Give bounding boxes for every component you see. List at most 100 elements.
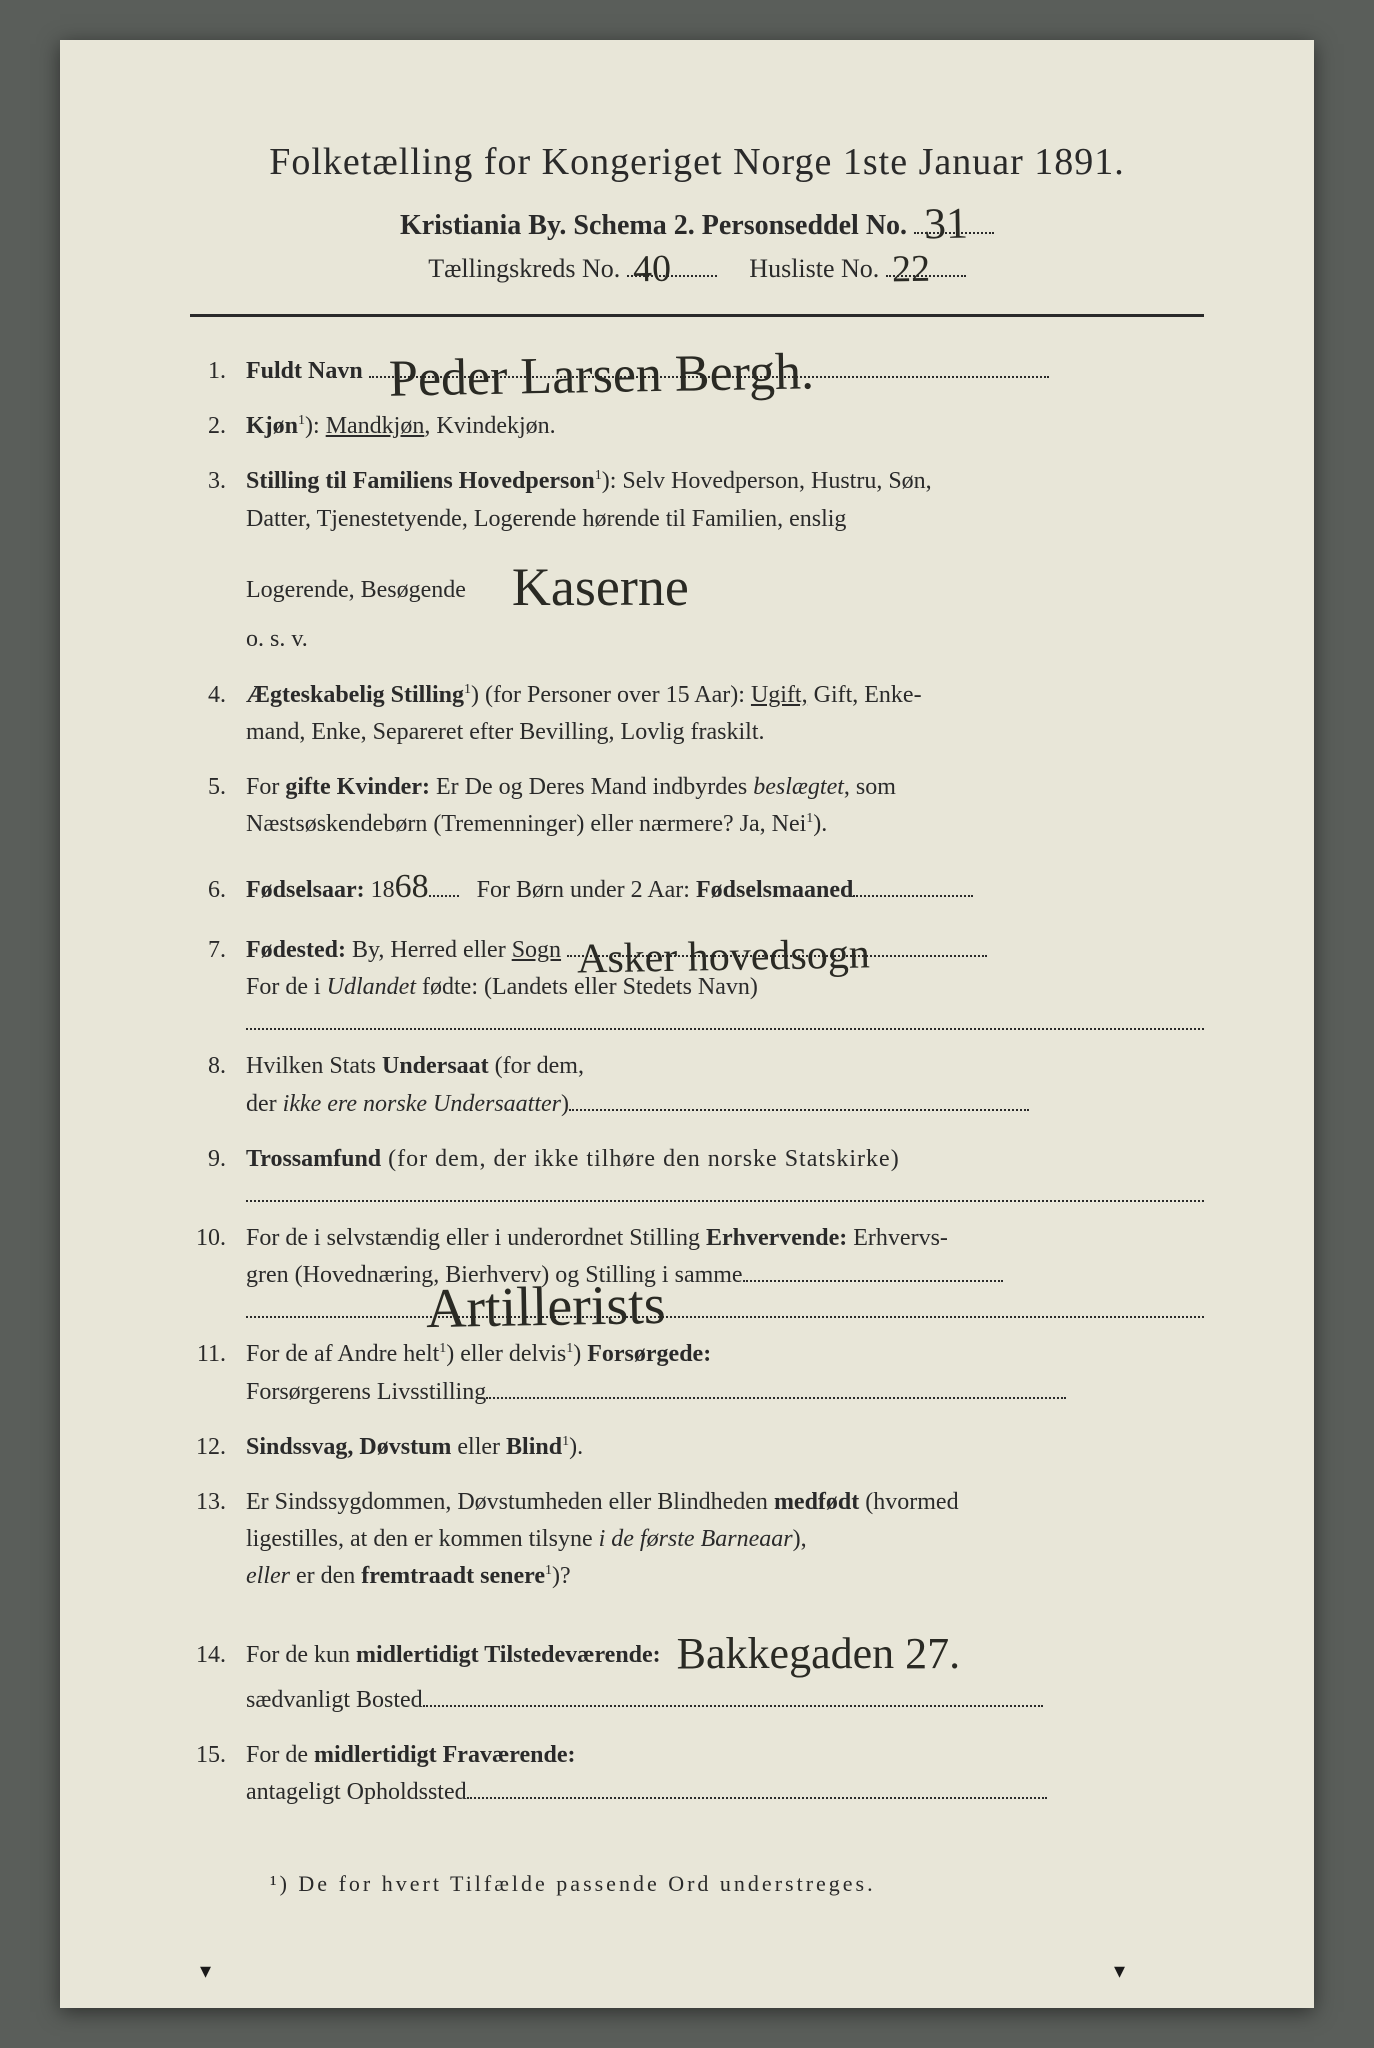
undersaat-ital: ikke ere norske Undersaatter	[283, 1091, 561, 1117]
trossamfund-label: Trossamfund	[246, 1146, 381, 1172]
gifte-text4: Næstsøskendebørn (Tremenninger) eller næ…	[246, 811, 806, 837]
item-number: 1.	[190, 353, 246, 390]
fremtraadt-label: fremtraadt senere	[361, 1563, 545, 1589]
medfodt-ital: i de første Barneaar	[599, 1526, 793, 1552]
item-number: 9.	[190, 1141, 246, 1178]
undersaat-text2: (for dem,	[489, 1053, 584, 1079]
stilling-text3: Logerende, Besøgende	[246, 577, 466, 603]
item-7: 7. Fødested: By, Herred eller Sogn Asker…	[190, 932, 1204, 1030]
husliste-field: 22	[886, 275, 966, 277]
sup: 1	[298, 413, 305, 428]
fodested-sogn: Sogn	[512, 937, 561, 963]
item-1: 1. Fuldt Navn Peder Larsen Bergh.	[190, 353, 1204, 390]
item-number: 3.	[190, 463, 246, 500]
aegteskab-label: Ægteskabelig Stilling	[246, 682, 464, 708]
item-number: 14.	[190, 1637, 246, 1674]
sup: 1	[464, 682, 471, 697]
register-mark-icon	[200, 1958, 220, 1978]
gifte-ital: beslægtet	[753, 774, 844, 800]
item-6: 6. Fødselsaar: 1868 For Børn under 2 Aar…	[190, 861, 1204, 914]
gifte-text2: Er De og Deres Mand indbyrdes	[430, 774, 753, 800]
stilling-label: Stilling til Familiens Hovedperson	[246, 468, 595, 494]
fodselsmaaned-field	[853, 895, 973, 897]
forsorgede-text3: )	[573, 1341, 587, 1367]
item-2: 2. Kjøn1): Mandkjøn, Kvindekjøn.	[190, 408, 1204, 445]
item-number: 2.	[190, 408, 246, 445]
stilling-text1: ): Selv Hovedperson, Hustru, Søn,	[602, 468, 932, 494]
fodselsmaaned-label: Fødselsmaaned	[696, 877, 853, 903]
fodselsaar-prefix: 18	[365, 877, 395, 903]
item-5: 5. For gifte Kvinder: Er De og Deres Man…	[190, 769, 1204, 843]
item-number: 6.	[190, 872, 246, 909]
sindssvag-label: Sindssvag, Døvstum	[246, 1434, 451, 1460]
fuldt-navn-field: Peder Larsen Bergh.	[369, 376, 1049, 378]
fravaerende-text2: antageligt Opholdssted	[246, 1779, 467, 1805]
fodested-text2: For de i	[246, 974, 327, 1000]
tilstede-text2: sædvanligt Bosted	[246, 1687, 423, 1713]
fodested-line2	[246, 1006, 1204, 1030]
fravaerende-label: midlertidigt Fraværende:	[314, 1742, 576, 1768]
item-number: 13.	[190, 1484, 246, 1521]
trossamfund-text1: (for dem, der ikke tilhøre den norske St…	[381, 1146, 900, 1172]
aegteskab-ugift: Ugift,	[751, 682, 808, 708]
fravaerende-text1: For de	[246, 1742, 314, 1768]
item-14: 14. For de kun midlertidigt Tilstedevære…	[190, 1614, 1204, 1719]
register-mark-icon	[1114, 1958, 1134, 1978]
taellingskreds-label: Tællingskreds No.	[428, 254, 620, 283]
taellingskreds-value: 40	[632, 247, 671, 292]
sup: 1	[595, 468, 602, 483]
kjon-label: Kjøn	[246, 413, 298, 439]
fravaerende-field	[467, 1797, 1047, 1799]
medfodt-text1: Er Sindssygdommen, Døvstumheden eller Bl…	[246, 1489, 774, 1515]
erhverv-field2: Artillerists	[246, 1294, 1204, 1318]
personseddel-no-field: 31	[914, 232, 994, 234]
stilling-handwritten: Kaserne	[512, 557, 689, 617]
personseddel-no-value: 31	[924, 198, 969, 250]
medfodt-text4: ),	[793, 1526, 807, 1552]
kjon-mandkjon: Mandkjøn	[326, 413, 425, 439]
fodested-text1: By, Herred eller	[346, 937, 512, 963]
aegteskab-text2: Gift, Enke-	[808, 682, 922, 708]
fuldt-navn-label: Fuldt Navn	[246, 358, 363, 384]
gifte-label: gifte Kvinder:	[285, 774, 430, 800]
stilling-text2: Datter, Tjenestetyende, Logerende hørend…	[246, 506, 846, 532]
fodselsaar-value: 68	[395, 868, 429, 905]
stilling-text4: o. s. v.	[246, 626, 308, 652]
forsorgede-text1: For de af Andre helt	[246, 1341, 439, 1367]
kjon-text: ):	[305, 413, 326, 439]
husliste-value: 22	[891, 247, 930, 292]
item-number: 10.	[190, 1220, 246, 1257]
erhverv-text2: Erhvervs-	[847, 1225, 948, 1251]
divider	[190, 314, 1204, 317]
fodested-field: Asker hovedsogn	[567, 955, 987, 957]
forsorgede-text4: Forsørgerens Livsstilling	[246, 1379, 486, 1405]
undersaat-label: Undersaat	[382, 1053, 489, 1079]
footnote: ¹) De for hvert Tilfælde passende Ord un…	[190, 1871, 1204, 1897]
medfodt-text2: (hvormed	[859, 1489, 958, 1515]
gifte-text3: , som	[844, 774, 896, 800]
medfodt-label: medfødt	[774, 1489, 859, 1515]
subtitle-line-2: Tællingskreds No. 40 Husliste No. 22	[190, 254, 1204, 284]
undersaat-text3: der	[246, 1091, 283, 1117]
aegteskab-text1: ) (for Personer over 15 Aar):	[471, 682, 751, 708]
item-number: 8.	[190, 1048, 246, 1085]
erhverv-field1	[743, 1280, 1003, 1282]
sup: 1	[545, 1563, 552, 1578]
aegteskab-text3: mand, Enke, Separeret efter Bevilling, L…	[246, 719, 765, 745]
tilstede-field	[423, 1705, 1043, 1707]
forsorgede-label: Forsørgede:	[587, 1341, 711, 1367]
tilstede-text1: For de kun	[246, 1642, 356, 1668]
item-4: 4. Ægteskabelig Stilling1) (for Personer…	[190, 677, 1204, 751]
item-number: 15.	[190, 1737, 246, 1774]
forsorgede-text2: ) eller delvis	[446, 1341, 566, 1367]
item-number: 5.	[190, 769, 246, 806]
kjon-kvindekjon: Kvindekjøn.	[436, 413, 555, 439]
husliste-label: Husliste No.	[749, 254, 879, 283]
forsorgede-field	[486, 1397, 1066, 1399]
item-11: 11. For de af Andre helt1) eller delvis1…	[190, 1336, 1204, 1410]
fuldt-navn-value: Peder Larsen Bergh.	[388, 332, 814, 420]
erhverv-text1: For de i selvstændig eller i underordnet…	[246, 1225, 706, 1251]
undersaat-text4: )	[561, 1091, 569, 1117]
subtitle-line-1: Kristiania By. Schema 2. Personseddel No…	[190, 210, 1204, 242]
fodested-label: Fødested:	[246, 937, 346, 963]
